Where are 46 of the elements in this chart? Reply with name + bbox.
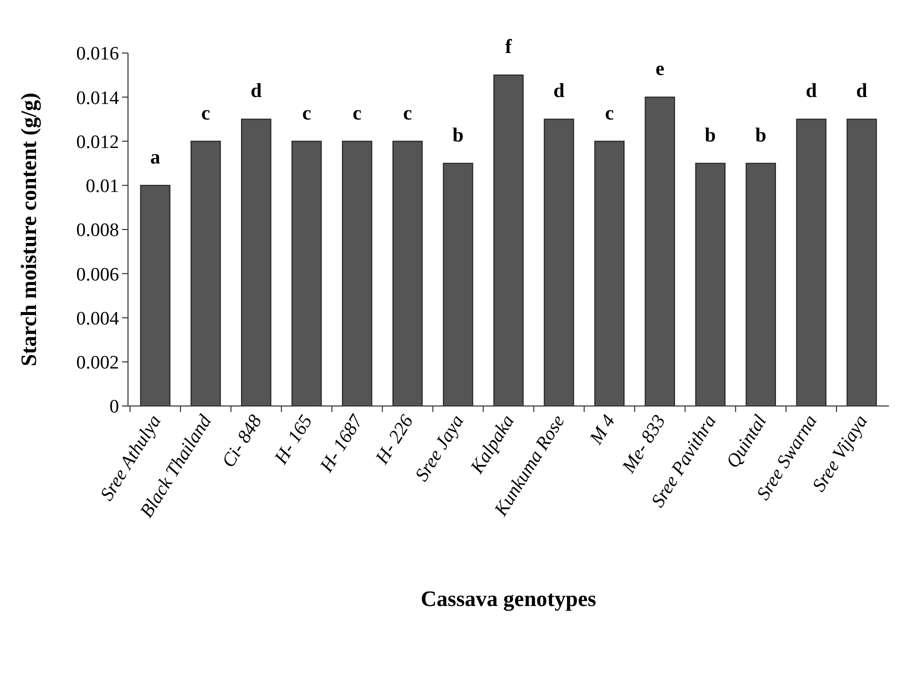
bar — [544, 118, 574, 406]
annotation: c — [403, 102, 412, 124]
x-tick-label: Me- 833 — [618, 412, 670, 478]
bar — [493, 74, 524, 406]
x-tick-label: H- 226 — [371, 411, 418, 469]
annotation: b — [452, 124, 464, 146]
annotation: b — [704, 124, 716, 146]
annotation: c — [352, 102, 362, 124]
annotation: d — [250, 80, 262, 102]
annotation: e — [655, 58, 664, 80]
annotation: b — [755, 124, 766, 146]
x-tick-label: H- 165 — [270, 412, 317, 469]
bar — [796, 118, 826, 406]
y-tick-label: 0.008 — [76, 220, 119, 242]
annotation: d — [856, 80, 868, 102]
bar — [342, 140, 372, 406]
x-tick-label: M 4 — [585, 411, 620, 450]
bar — [644, 96, 676, 406]
bar — [241, 118, 272, 406]
annotation: c — [201, 102, 210, 124]
bar — [594, 140, 625, 406]
bar — [746, 162, 776, 406]
bar — [392, 140, 423, 406]
bar — [442, 162, 474, 406]
y-tick-label: 0.016 — [76, 44, 119, 65]
x-axis-title: Cassava genotypes — [420, 586, 597, 611]
annotation: d — [553, 80, 565, 102]
bar — [190, 140, 221, 406]
y-axis-title: Starch moisture content (g/g) — [16, 92, 41, 366]
y-tick-label: 0.006 — [76, 264, 119, 286]
x-tick-label: Ci- 848 — [218, 411, 267, 472]
annotation: f — [505, 36, 512, 58]
bar — [292, 140, 322, 406]
annotation: a — [150, 146, 160, 168]
bar — [140, 184, 170, 406]
y-tick-label: 0.004 — [76, 308, 120, 330]
bar — [846, 118, 877, 406]
y-tick-label: 0.002 — [76, 352, 119, 374]
annotation: c — [302, 102, 312, 124]
y-tick-label: 0 — [110, 396, 119, 418]
y-tick-label: 0.01 — [86, 176, 119, 198]
bar — [695, 162, 726, 406]
annotation: d — [806, 80, 817, 102]
y-tick-label: 0.014 — [76, 88, 120, 109]
annotation: c — [604, 102, 614, 124]
y-tick-label: 0.012 — [76, 132, 119, 153]
